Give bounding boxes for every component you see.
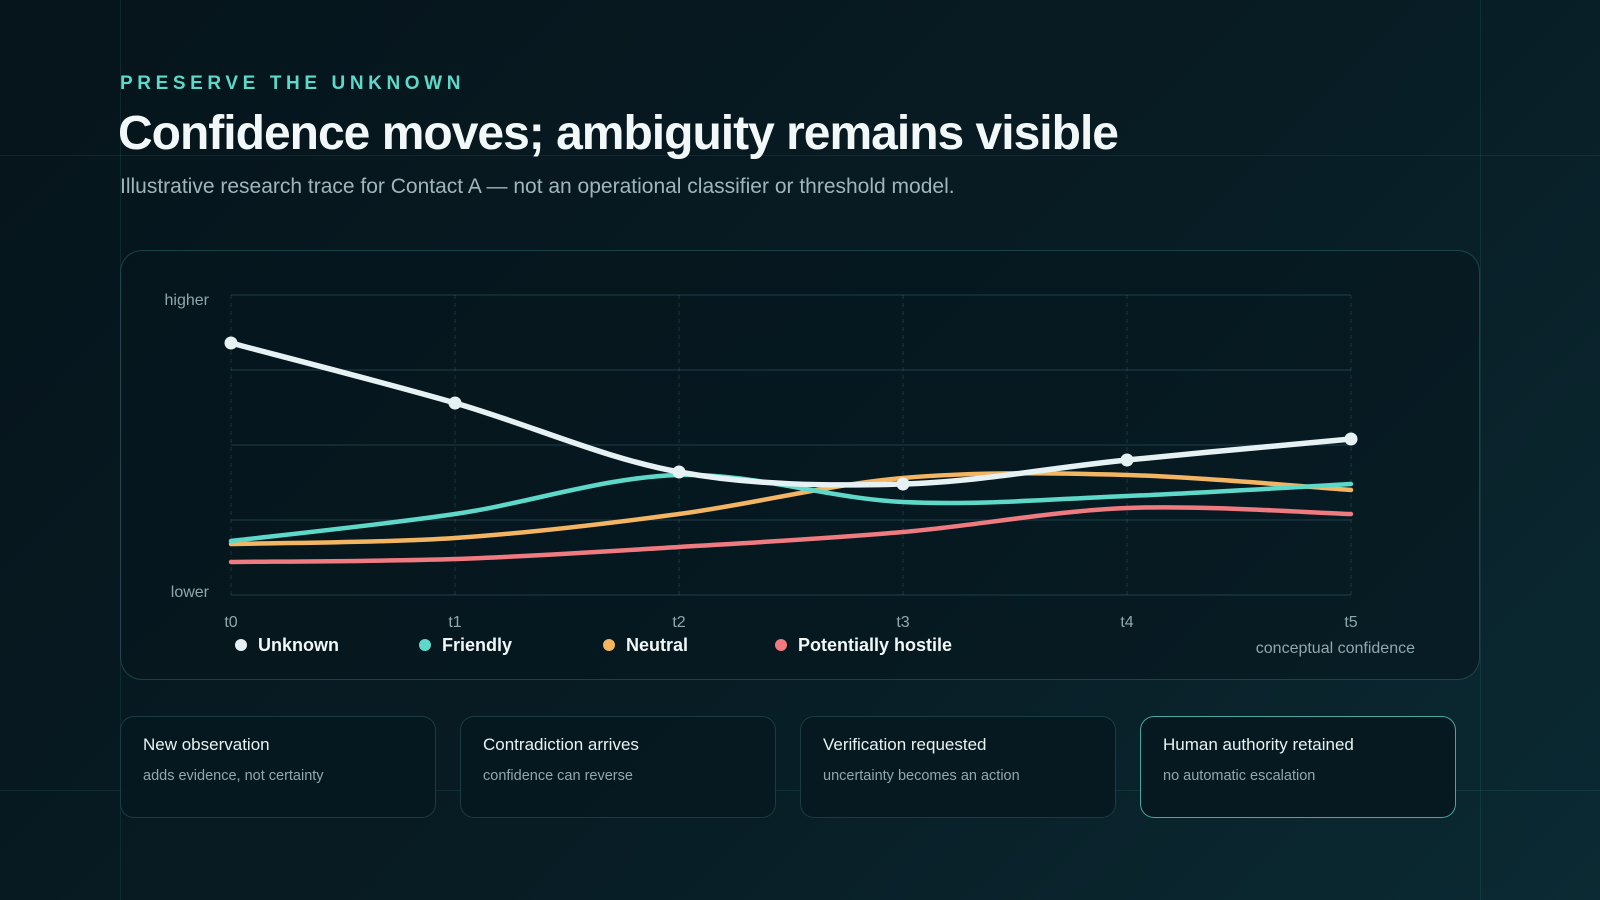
legend-item: Unknown [235, 635, 339, 655]
step-card: New observation adds evidence, not certai… [120, 716, 436, 818]
series-line [228, 340, 1354, 488]
data-point [672, 465, 686, 479]
step-card: Human authority retained no automatic esc… [1140, 716, 1456, 818]
chart-grid [230, 294, 1352, 596]
series-line [228, 505, 1354, 565]
x-tick-label: t2 [672, 614, 685, 631]
page-subtitle: Illustrative research trace for Contact … [120, 175, 955, 198]
series-neutral [228, 471, 1354, 547]
data-point [224, 336, 238, 350]
data-point [1344, 432, 1358, 446]
legend-item: Friendly [419, 635, 512, 655]
data-point [448, 396, 462, 410]
axis-caption: conceptual confidence [1256, 640, 1415, 657]
x-tick-label: t5 [1344, 614, 1357, 631]
step-card: Contradiction arrives confidence can reve… [460, 716, 776, 818]
data-point [896, 477, 910, 491]
page-title: Confidence moves; ambiguity remains visi… [118, 107, 1119, 160]
legend-label: Unknown [258, 635, 339, 655]
background-horizontal-line-top [0, 155, 1600, 156]
step-card-subtitle: no automatic escalation [1163, 768, 1316, 784]
series-line [228, 471, 1354, 547]
chart-legend: Unknown Friendly Neutral Potentially hostil… [235, 635, 952, 655]
step-card: Verification requested uncertainty become… [800, 716, 1116, 818]
y-axis-label-top: higher [165, 292, 210, 309]
series-potentially-hostile [228, 505, 1354, 565]
confidence-chart: higher lower t0 t1 t2 t3 t4 t5 Unknown Friendl… [165, 292, 1416, 657]
step-card-title: Human authority retained [1163, 735, 1354, 754]
legend-swatch [419, 639, 431, 651]
legend-swatch [775, 639, 787, 651]
step-card-title: New observation [143, 735, 270, 754]
series-unknown [224, 336, 1358, 491]
background-vertical-line-right [1480, 0, 1481, 900]
x-axis-ticks: t0 t1 t2 t3 t4 t5 [224, 614, 1357, 631]
legend-swatch [235, 639, 247, 651]
x-tick-label: t3 [896, 614, 909, 631]
x-tick-label: t0 [224, 614, 237, 631]
legend-label: Friendly [442, 635, 512, 655]
step-card-title: Contradiction arrives [483, 735, 639, 754]
x-tick-label: t1 [448, 614, 461, 631]
x-tick-label: t4 [1120, 614, 1133, 631]
step-card-subtitle: confidence can reverse [483, 768, 633, 784]
legend-label: Potentially hostile [798, 635, 952, 655]
legend-item: Neutral [603, 635, 688, 655]
step-cards: New observation adds evidence, not certai… [120, 716, 1480, 818]
legend-item: Potentially hostile [775, 635, 952, 655]
y-axis-label-bottom: lower [171, 584, 210, 601]
chart-series [224, 336, 1358, 565]
step-card-subtitle: adds evidence, not certainty [143, 768, 324, 784]
step-card-subtitle: uncertainty becomes an action [823, 768, 1020, 784]
legend-swatch [603, 639, 615, 651]
legend-label: Neutral [626, 635, 688, 655]
step-card-title: Verification requested [823, 735, 987, 754]
eyebrow-label: PRESERVE THE UNKNOWN [120, 73, 466, 94]
chart-card: higher lower t0 t1 t2 t3 t4 t5 Unknown Friendl… [120, 250, 1480, 680]
data-point [1120, 453, 1134, 467]
